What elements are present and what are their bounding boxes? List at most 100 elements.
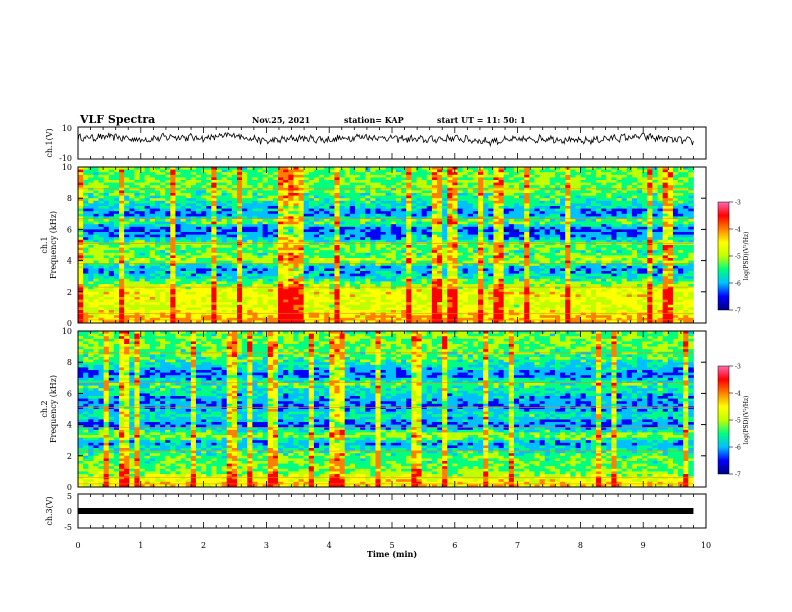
spectrogram-cell: [334, 263, 340, 267]
spectrogram-cell: [98, 252, 105, 256]
spectrogram-cell: [201, 208, 207, 212]
spectrogram-cell: [457, 185, 464, 189]
spectrogram-cell: [437, 177, 443, 181]
spectrogram-cell: [211, 187, 217, 191]
spectrogram-cell: [395, 276, 402, 280]
spectrogram-cell: [278, 320, 284, 324]
spectrogram-cell: [278, 237, 284, 241]
spectrogram-cell: [437, 167, 443, 170]
spectrogram-cell: [349, 260, 356, 264]
spectrogram-cell: [154, 286, 161, 290]
spectrogram-cell: [288, 182, 294, 186]
spectrogram-cell: [467, 187, 474, 191]
spectrogram-cell: [375, 291, 381, 295]
spectrogram-cell: [457, 255, 464, 259]
spectrogram-cell: [165, 247, 171, 251]
spectrogram-cell: [98, 167, 105, 170]
spectrogram-cell: [144, 284, 151, 287]
spectrogram-cell: [247, 219, 253, 222]
spectrogram-cell: [257, 276, 264, 280]
spectrogram-cell: [426, 276, 433, 280]
spectrogram-cell: [175, 291, 181, 295]
spectrogram-cell: [247, 297, 253, 300]
spectrogram-cell: [365, 242, 371, 246]
spectrogram-cell: [144, 304, 151, 308]
spectrogram-cell: [442, 206, 448, 209]
spectrogram-cell: [431, 258, 438, 261]
spectrogram-cell: [401, 237, 407, 241]
spectrogram-cell: [206, 221, 212, 225]
spectrogram-cell: [354, 180, 361, 183]
spectrogram-cell: [401, 234, 407, 238]
spectrogram-cell: [334, 224, 340, 228]
spectrogram-cell: [108, 237, 115, 241]
spectrogram-cell: [144, 250, 151, 254]
spectrogram-cell: [201, 185, 207, 189]
spectrogram-cell: [129, 232, 135, 235]
spectrogram-cell: [93, 281, 99, 285]
spectrogram-cell: [262, 252, 269, 256]
spectrogram-cell: [278, 310, 284, 313]
spectrogram-cell: [201, 252, 207, 256]
spectrogram-cell: [170, 180, 176, 183]
spectrogram-cell: [426, 234, 433, 238]
spectrogram-cell: [201, 250, 207, 254]
spectrogram-cell: [170, 172, 176, 176]
spectrogram-cell: [262, 284, 269, 287]
spectrogram-cell: [416, 312, 423, 316]
spectrogram-cell: [380, 174, 387, 178]
spectrogram-cell: [498, 273, 505, 277]
spectrogram-cell: [329, 276, 335, 280]
spectrogram-cell: [267, 260, 274, 264]
spectrogram-cell: [385, 286, 392, 290]
spectrogram-cell: [360, 258, 366, 261]
spectrogram-cell: [93, 187, 99, 191]
spectrogram-cell: [190, 198, 197, 202]
spectrogram-cell: [252, 224, 258, 228]
spectrogram-cell: [139, 250, 146, 254]
spectrogram-cell: [88, 224, 94, 228]
spectrogram-cell: [498, 180, 505, 183]
spectrogram-cell: [149, 315, 156, 319]
spectrogram-cell: [457, 258, 464, 261]
spectrogram-cell: [185, 302, 192, 306]
spectrogram-cell: [288, 216, 294, 220]
spectrogram-cell: [483, 239, 489, 243]
spectrogram-cell: [319, 200, 325, 204]
spectrogram-cell: [319, 187, 325, 191]
spectrogram-cell: [267, 198, 274, 202]
spectrogram-cell: [93, 271, 99, 274]
spectrogram-cell: [308, 242, 315, 246]
spectrogram-cell: [442, 193, 448, 196]
spectrogram-cell: [401, 312, 407, 316]
spectrogram-cell: [170, 289, 176, 293]
spectrogram-cell: [426, 299, 433, 303]
spectrogram-cell: [154, 281, 161, 285]
spectrogram-cell: [195, 258, 202, 261]
spectrogram-cell: [385, 255, 392, 259]
spectrogram-cell: [493, 281, 499, 285]
spectrogram-cell: [93, 299, 99, 303]
spectrogram-cell: [375, 252, 381, 256]
spectrogram-cell: [236, 211, 243, 215]
spectrogram-cell: [442, 252, 448, 256]
spectrogram-cell: [221, 291, 228, 295]
spectrogram-cell: [288, 203, 294, 207]
spectrogram-cell: [201, 216, 207, 220]
spectrogram-cell: [380, 247, 387, 251]
spectrogram-cell: [226, 172, 233, 176]
spectrogram-cell: [236, 284, 243, 287]
spectrogram-cell: [452, 203, 458, 207]
spectrogram-cell: [252, 237, 258, 241]
spectrogram-cell: [252, 198, 258, 202]
spectrogram-cell: [242, 294, 248, 298]
spectrogram-cell: [406, 219, 412, 222]
spectrogram-cell: [108, 187, 115, 191]
spectrogram-cell: [165, 258, 171, 261]
spectrogram-cell: [236, 187, 243, 191]
spectrogram-cell: [431, 310, 438, 313]
spectrogram-cell: [416, 320, 423, 324]
spectrogram-cell: [144, 219, 151, 222]
spectrogram-cell: [447, 172, 453, 176]
spectrogram-cell: [278, 294, 284, 298]
